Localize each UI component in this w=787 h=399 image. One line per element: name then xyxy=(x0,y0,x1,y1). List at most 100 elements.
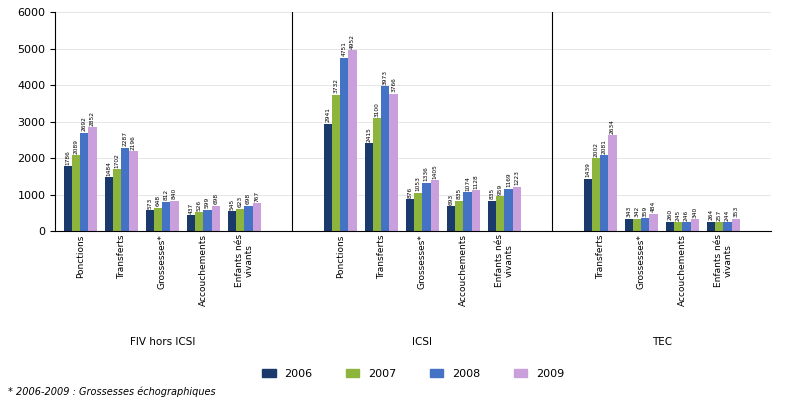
Text: 2852: 2852 xyxy=(90,111,95,126)
Bar xyxy=(625,219,633,231)
Text: 1336: 1336 xyxy=(424,166,429,181)
Text: 545: 545 xyxy=(230,199,235,210)
Bar xyxy=(162,202,171,231)
Bar xyxy=(592,158,600,231)
Text: 257: 257 xyxy=(717,209,722,221)
Text: 1484: 1484 xyxy=(106,161,112,176)
Bar xyxy=(430,180,438,231)
Text: 812: 812 xyxy=(164,189,169,200)
Text: 2081: 2081 xyxy=(602,139,607,154)
Text: 2415: 2415 xyxy=(367,127,371,142)
Bar xyxy=(723,223,732,231)
Bar xyxy=(406,200,414,231)
Text: 1405: 1405 xyxy=(432,164,437,179)
Text: 2941: 2941 xyxy=(325,107,331,122)
Bar xyxy=(349,50,357,231)
Text: 876: 876 xyxy=(408,187,412,198)
Bar xyxy=(381,86,390,231)
Text: 599: 599 xyxy=(205,197,210,208)
Bar xyxy=(641,218,649,231)
Text: 245: 245 xyxy=(676,210,681,221)
Bar xyxy=(228,211,236,231)
Text: 484: 484 xyxy=(651,201,656,212)
Bar xyxy=(666,222,674,231)
Text: 1439: 1439 xyxy=(586,162,590,177)
Bar xyxy=(129,151,138,231)
Text: 342: 342 xyxy=(634,206,640,217)
Text: 343: 343 xyxy=(626,206,631,217)
Bar xyxy=(236,209,245,231)
Text: 526: 526 xyxy=(197,200,201,211)
Text: 1786: 1786 xyxy=(65,150,70,165)
Bar xyxy=(488,201,496,231)
Text: 698: 698 xyxy=(213,193,218,204)
Bar xyxy=(171,201,179,231)
Bar xyxy=(105,177,113,231)
Bar xyxy=(464,192,471,231)
Text: 1169: 1169 xyxy=(506,173,511,187)
Bar xyxy=(245,206,253,231)
Bar xyxy=(715,222,723,231)
Text: 2634: 2634 xyxy=(610,119,615,134)
Text: 4751: 4751 xyxy=(342,41,347,56)
Bar xyxy=(707,222,715,231)
Text: 1702: 1702 xyxy=(115,153,120,168)
Text: 246: 246 xyxy=(684,210,689,221)
Bar xyxy=(187,215,195,231)
Bar xyxy=(195,212,203,231)
Text: 1074: 1074 xyxy=(465,176,470,191)
Text: 835: 835 xyxy=(456,188,462,200)
Bar xyxy=(72,155,80,231)
Text: 3766: 3766 xyxy=(391,77,396,92)
Bar xyxy=(203,209,212,231)
Text: 260: 260 xyxy=(667,209,673,220)
Bar xyxy=(80,133,88,231)
Text: 693: 693 xyxy=(449,194,453,205)
Text: 767: 767 xyxy=(254,191,259,202)
Text: 648: 648 xyxy=(156,195,161,206)
Bar xyxy=(649,214,658,231)
Bar xyxy=(732,219,740,231)
Bar xyxy=(447,206,455,231)
Text: 264: 264 xyxy=(708,209,714,220)
Text: 3973: 3973 xyxy=(382,70,388,85)
Bar xyxy=(455,201,464,231)
Bar xyxy=(682,222,690,231)
Text: 698: 698 xyxy=(246,193,251,204)
Text: 2002: 2002 xyxy=(593,142,599,157)
Bar xyxy=(608,135,617,231)
Bar xyxy=(600,155,608,231)
Bar xyxy=(496,196,504,231)
Text: 3732: 3732 xyxy=(334,79,338,93)
Bar xyxy=(504,189,512,231)
Bar xyxy=(332,95,340,231)
Text: 840: 840 xyxy=(172,188,177,199)
Text: 1223: 1223 xyxy=(514,170,519,185)
Text: 1053: 1053 xyxy=(416,177,421,192)
Bar xyxy=(212,206,220,231)
Text: 2196: 2196 xyxy=(131,135,136,150)
Bar xyxy=(154,208,162,231)
Bar xyxy=(373,118,381,231)
Text: 623: 623 xyxy=(238,196,243,207)
Text: FIV hors ICSI: FIV hors ICSI xyxy=(130,337,195,347)
Bar xyxy=(88,127,97,231)
Text: 244: 244 xyxy=(725,210,730,221)
Text: 353: 353 xyxy=(733,206,738,217)
Bar xyxy=(633,219,641,231)
Bar xyxy=(323,124,332,231)
Legend: 2006, 2007, 2008, 2009: 2006, 2007, 2008, 2009 xyxy=(258,364,568,383)
Text: ICSI: ICSI xyxy=(412,337,432,347)
Bar xyxy=(690,219,699,231)
Bar xyxy=(512,187,521,231)
Bar xyxy=(340,57,349,231)
Text: 359: 359 xyxy=(643,205,648,217)
Text: * 2006-2009 : Grossesses échographiques: * 2006-2009 : Grossesses échographiques xyxy=(8,387,216,397)
Bar xyxy=(471,190,480,231)
Text: 2287: 2287 xyxy=(123,131,127,146)
Text: 4952: 4952 xyxy=(350,34,355,49)
Text: 835: 835 xyxy=(490,188,494,200)
Text: 2692: 2692 xyxy=(82,117,87,132)
Bar xyxy=(674,223,682,231)
Bar xyxy=(121,148,129,231)
